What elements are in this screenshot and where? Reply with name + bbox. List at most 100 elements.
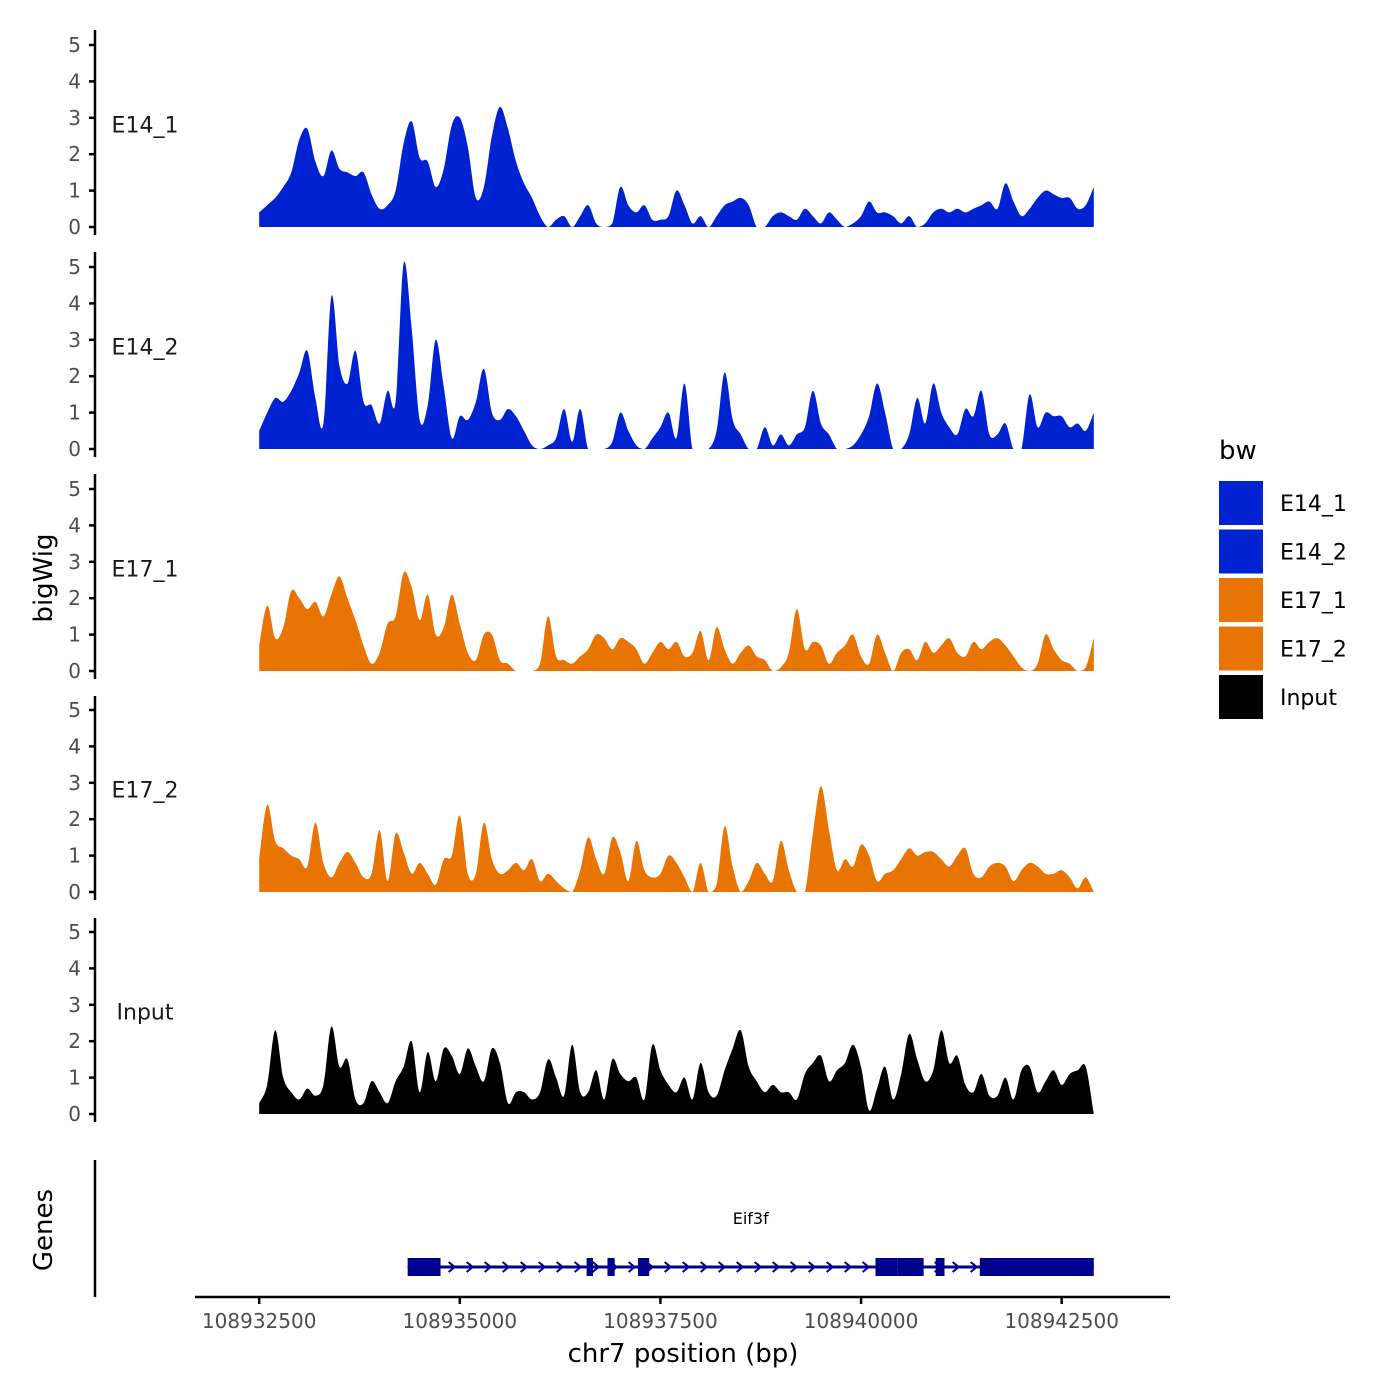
y-tick-label: 3 (68, 993, 81, 1017)
strand-arrow (952, 1261, 961, 1273)
coverage-area-e14-2 (259, 261, 1094, 449)
legend-label: E14_2 (1280, 541, 1347, 566)
coverage-area-e14-1 (259, 106, 1094, 227)
exon (935, 1258, 945, 1276)
gene-name-label: Eif3f (733, 1209, 769, 1228)
y-tick-label: 4 (68, 69, 81, 93)
strand-arrow (448, 1261, 457, 1273)
strand-arrow (826, 1261, 835, 1273)
y-tick-label: 1 (68, 844, 81, 868)
legend-swatch (1219, 481, 1263, 525)
y-tick-label: 3 (68, 550, 81, 574)
coverage-area-e17-1 (259, 571, 1094, 671)
y-tick-label: 1 (68, 179, 81, 203)
track-label: E14_1 (112, 113, 179, 138)
y-axis-title: bigWig (29, 533, 59, 622)
gene-track: Eif3f (93, 1160, 1094, 1297)
y-tick-label: 3 (68, 328, 81, 352)
strand-arrow (520, 1261, 529, 1273)
strand-arrow (790, 1261, 799, 1273)
legend-title: bw (1219, 436, 1257, 466)
exon (407, 1258, 441, 1276)
x-tick-label: 108937500 (603, 1309, 718, 1333)
x-tick-label: 108940000 (804, 1309, 919, 1333)
track-e17-1: 0 1 2 3 4 5 E17_1 (68, 474, 1094, 683)
exon (875, 1258, 898, 1276)
y-tick-label: 5 (68, 255, 81, 279)
strand-arrow (556, 1261, 565, 1273)
exon (979, 1258, 1094, 1276)
y-tick-label: 0 (68, 1102, 81, 1126)
exon (607, 1258, 615, 1276)
strand-arrow (700, 1261, 709, 1273)
y-tick-label: 1 (68, 623, 81, 647)
legend-swatch (1219, 578, 1263, 622)
legend-label: E14_1 (1280, 492, 1347, 517)
y-tick-label: 0 (68, 880, 81, 904)
y-tick-label: 2 (68, 364, 81, 388)
strand-arrow (970, 1261, 979, 1273)
y-tick-label: 4 (68, 291, 81, 315)
legend-label: Input (1280, 686, 1337, 711)
strand-arrow (592, 1261, 601, 1273)
y-tick-label: 2 (68, 1029, 81, 1053)
y-tick-label: 3 (68, 771, 81, 795)
y-tick-label: 5 (68, 33, 81, 57)
strand-arrow (808, 1261, 817, 1273)
x-axis-title: chr7 position (bp) (568, 1339, 799, 1369)
strand-arrow (664, 1261, 673, 1273)
strand-arrow (682, 1261, 691, 1273)
gene-track-title: Genes (29, 1189, 59, 1271)
exon (897, 1258, 924, 1276)
y-tick-label: 5 (68, 920, 81, 944)
y-tick-label: 4 (68, 513, 81, 537)
y-tick-label: 4 (68, 734, 81, 758)
y-tick-label: 3 (68, 106, 81, 130)
strand-arrow (574, 1261, 583, 1273)
y-tick-label: 5 (68, 477, 81, 501)
strand-arrow (502, 1261, 511, 1273)
strand-arrow (736, 1261, 745, 1273)
y-tick-label: 2 (68, 586, 81, 610)
legend-label: E17_1 (1280, 589, 1347, 614)
y-tick-label: 4 (68, 956, 81, 980)
x-tick-label: 108932500 (202, 1309, 317, 1333)
legend-swatch (1219, 675, 1263, 719)
y-tick-label: 5 (68, 698, 81, 722)
y-tick-label: 1 (68, 1066, 81, 1090)
coverage-area-input (259, 1026, 1094, 1114)
y-tick-label: 0 (68, 659, 81, 683)
strand-arrow (862, 1261, 871, 1273)
y-tick-label: 2 (68, 142, 81, 166)
strand-arrow (754, 1261, 763, 1273)
track-label: E17_1 (112, 557, 179, 582)
track-e17-2: 0 1 2 3 4 5 E17_2 (68, 696, 1094, 904)
track-input: 0 1 2 3 4 5 Input (68, 918, 1094, 1126)
strand-arrow (484, 1261, 493, 1273)
track-label: Input (117, 1000, 174, 1025)
exon (586, 1258, 594, 1276)
strand-arrow (628, 1261, 637, 1273)
coverage-area-e17-2 (259, 786, 1094, 892)
track-e14-2: 0 1 2 3 4 5 E14_2 (68, 252, 1094, 461)
y-tick-label: 0 (68, 215, 81, 239)
x-axis: 108932500 108935000 108937500 108940000 1089… (195, 1295, 1170, 1333)
legend-swatch (1219, 529, 1263, 574)
exon (637, 1258, 650, 1276)
x-tick-label: 108942500 (1004, 1309, 1119, 1333)
strand-arrow (466, 1261, 475, 1273)
legend-swatch (1219, 626, 1263, 671)
x-tick-label: 108935000 (403, 1309, 518, 1333)
tracks-layer: 0 1 2 3 4 5 E14_1 0 1 2 3 4 5 E14_2 0 1 2 3 4 5 E17_1 0 1 2 3 4 5 E… (68, 30, 1094, 1126)
strand-arrow (844, 1261, 853, 1273)
y-tick-label: 1 (68, 401, 81, 425)
legend: bw E14_1 E14_2 E17_1 E17_2 Input (1219, 436, 1347, 719)
strand-arrow (538, 1261, 547, 1273)
track-e14-1: 0 1 2 3 4 5 E14_1 (68, 30, 1094, 239)
strand-arrow (718, 1261, 727, 1273)
y-tick-label: 0 (68, 437, 81, 461)
legend-label: E17_2 (1280, 638, 1347, 663)
strand-arrow (772, 1261, 781, 1273)
track-label: E17_2 (112, 778, 179, 803)
